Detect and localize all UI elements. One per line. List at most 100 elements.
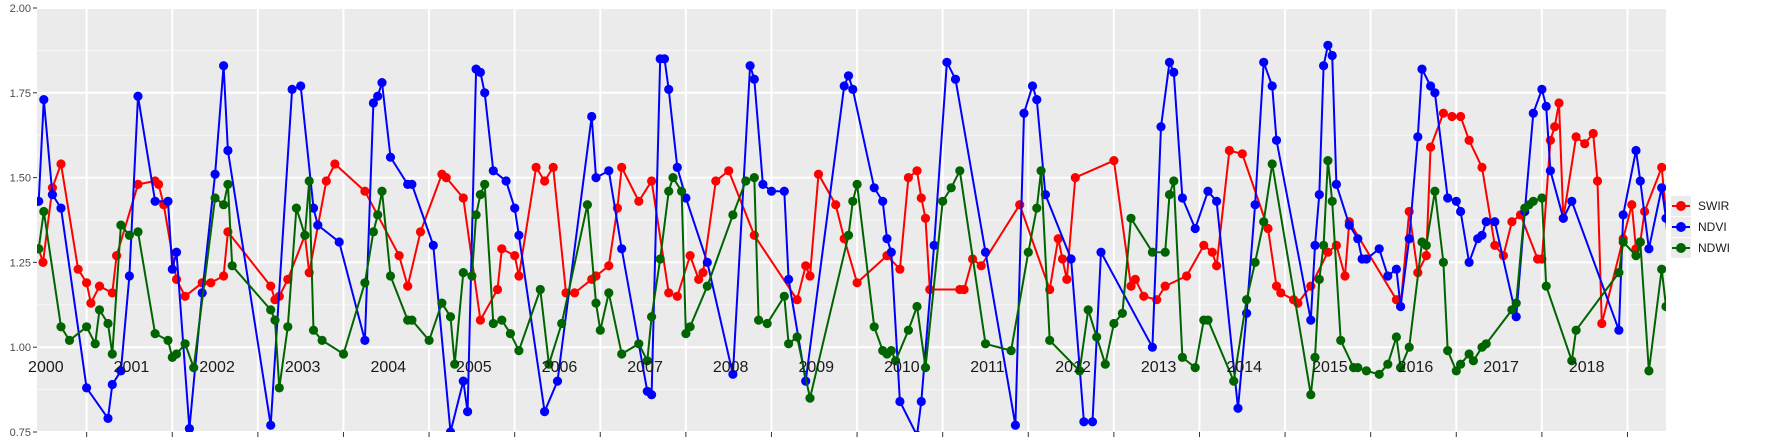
ndwi-point [480,179,490,189]
ndwi-point [1443,346,1453,356]
ndwi-point [266,305,276,315]
ndvi-point [56,203,66,213]
ndvi-point [1156,122,1166,132]
ndwi-point [1327,196,1337,206]
swir-point [1237,149,1247,159]
ndwi-point [681,329,691,339]
series-swir [37,98,1666,329]
ndwi-point [805,393,815,403]
swir-point [1597,318,1607,329]
ndwi-point [373,210,383,220]
swir-point [56,159,66,169]
y-tick-label: 1.75 [10,88,31,100]
swir-point [792,295,802,305]
ndvi-point [1344,220,1354,230]
ndvi-point [1567,196,1577,206]
ndvi-point [1327,50,1337,61]
swir-point [180,291,190,301]
ndwi-point [1404,342,1414,352]
ndvi-point [171,247,182,257]
ndvi-point [749,74,759,84]
ndwi-point [1567,356,1577,366]
ndvi-point [407,179,417,189]
swir-point [920,213,931,223]
y-axis: 0.75 1.00 1.25 1.50 1.75 2.00 [10,3,37,439]
ndvi-point [617,244,627,254]
ndwi-point [1541,281,1551,291]
ndwi-point [1229,376,1239,386]
series-group [37,40,1666,432]
swir-point [1580,139,1590,149]
ndwi-point [227,261,237,271]
ndvi-point [1396,301,1406,312]
ndwi-point [270,315,280,325]
ndwi-point [668,173,678,183]
ndwi-point [1190,363,1200,373]
ndwi-point [385,271,396,281]
ndvi-point [1413,132,1423,142]
ndwi-point [82,322,92,332]
ndwi-point [677,186,687,196]
ndwi-point [471,210,481,220]
ndvi-point [1430,88,1440,98]
swir-point [133,179,143,189]
ndwi-point [223,179,233,189]
ndwi-point [107,349,117,359]
ndwi-point [1451,366,1461,376]
ndvi-point [839,81,849,91]
ndwi-point [1635,237,1645,247]
ndvi-point [1490,217,1500,227]
year-label: 2001 [114,359,150,376]
swir-point [801,261,811,271]
ndvi-point [463,407,473,417]
ndvi-point [368,98,378,108]
swir-point [330,159,340,169]
swir-point [1550,122,1560,132]
ndwi-point [1075,366,1085,376]
ndwi-point [920,363,931,373]
ndvi-point [540,407,550,417]
swir-point [1421,251,1431,261]
ndwi-point [1323,156,1333,166]
ndwi-point [557,318,567,329]
ndwi-point [1100,359,1110,369]
swir-point [1160,281,1170,291]
ndvi-point [1331,179,1341,189]
year-label: 2018 [1569,359,1605,376]
year-label: 2014 [1226,359,1262,376]
ndwi-point [475,190,485,200]
ndvi-point [1374,244,1384,254]
swir-point [1507,217,1517,227]
ndvi-point [210,169,220,179]
year-label: 2017 [1483,359,1519,376]
ndwi-point [655,254,665,264]
ndwi-point [338,349,349,359]
ndwi-point [741,176,751,186]
ndvi-point [728,369,738,379]
year-label: 2007 [627,359,663,376]
ndvi-point [1456,206,1466,217]
ndwi-point [458,268,468,278]
year-label: 2011 [970,359,1005,376]
ndvi-point [591,173,601,183]
ndvi-point [1271,135,1282,145]
ndwi-point [1361,366,1371,376]
ndwi-point [1169,176,1179,186]
ndvi-point [1464,257,1474,267]
ndvi-point [266,420,276,430]
ndvi-point [1177,193,1187,203]
ndvi-point [124,271,134,281]
ndwi-point [1306,390,1316,400]
swir-point [394,251,404,261]
ndwi-point [1160,247,1170,257]
ndwi-point [368,227,378,237]
ndwi-point [1468,356,1478,366]
ndwi-point [1314,274,1324,284]
legend-key-point [1676,243,1686,253]
ndwi-point [886,346,896,356]
y-tick-label: 2.00 [10,3,31,15]
ndwi-point [762,318,772,329]
ndwi-point [634,339,644,349]
swir-point [749,230,759,240]
